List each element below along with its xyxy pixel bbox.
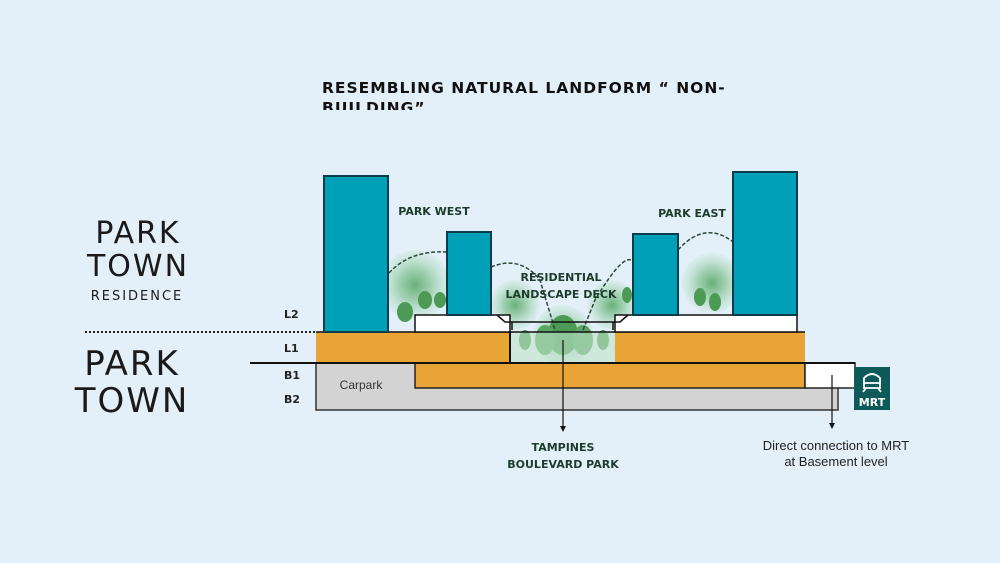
tower-east-short — [632, 233, 679, 316]
svg-text:PARK: PARK — [84, 344, 180, 384]
carpark-label: Carpark — [340, 378, 384, 392]
tower-east-tall — [732, 171, 798, 316]
mrt-connection-line1: Direct connection to MRT — [763, 438, 909, 453]
tampines-label-line2: BOULEVARD PARK — [507, 458, 619, 471]
deck-label-line1: RESIDENTIAL — [521, 271, 602, 284]
deck-label-line2: LANDSCAPE DECK — [505, 288, 616, 301]
mrt-connection-passage — [804, 362, 856, 389]
svg-text:TOWN: TOWN — [74, 381, 190, 421]
podium-b1 — [414, 362, 806, 389]
tower-west-short — [446, 231, 492, 316]
train-icon — [862, 373, 882, 393]
park-town-logo: PARK TOWN — [74, 344, 190, 421]
landscape-deck-east — [614, 314, 798, 333]
svg-text:RESIDENCE: RESIDENCE — [91, 289, 184, 304]
svg-text:TOWN: TOWN — [86, 249, 189, 284]
tower-west-tall — [323, 175, 389, 333]
tampines-label-line1: TAMPINES — [532, 441, 595, 454]
park-west-label: PARK WEST — [398, 205, 470, 218]
level-label-b2: B2 — [284, 393, 300, 406]
podium-l1-west — [316, 332, 510, 362]
podium-l1-east — [615, 332, 805, 362]
mrt-connection-line2: at Basement level — [784, 454, 887, 469]
park-town-residence-logo: PARK TOWN RESIDENCE — [86, 216, 189, 304]
level-label-l1: L1 — [284, 342, 299, 355]
level-label-l2: L2 — [284, 308, 299, 321]
landscape-deck-west — [414, 314, 511, 333]
park-east-label: PARK EAST — [658, 207, 726, 220]
svg-text:PARK: PARK — [95, 216, 180, 251]
svg-text:MRT: MRT — [859, 396, 886, 409]
level-label-b1: B1 — [284, 369, 300, 382]
connection-arcs — [388, 231, 734, 331]
page-title: RESEMBLING NATURAL LANDFORM “ NON-BUILDI… — [322, 79, 726, 110]
mrt-badge: MRT — [854, 367, 890, 410]
